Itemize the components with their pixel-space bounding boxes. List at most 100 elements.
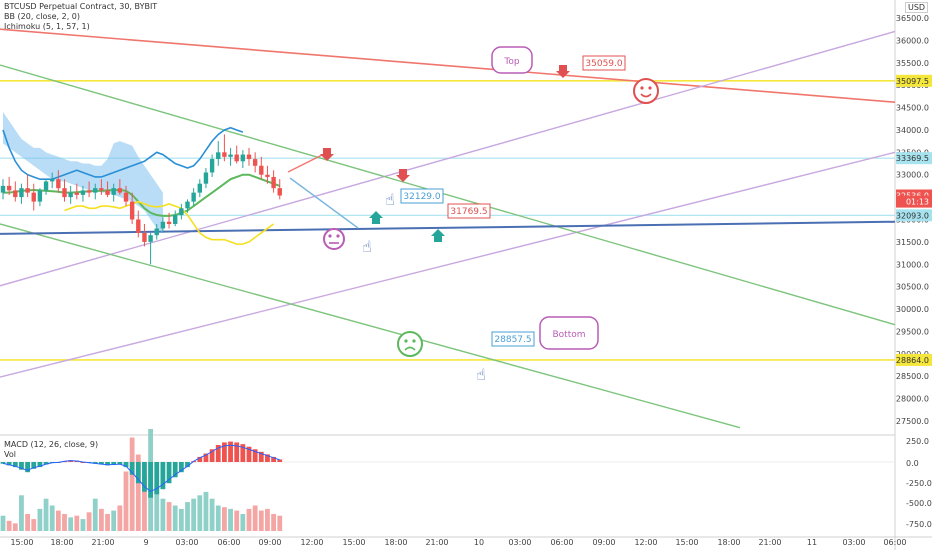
volume-bar <box>86 512 92 531</box>
candle-body <box>228 154 233 157</box>
macd-histogram-bar <box>12 462 18 468</box>
time-tick-label: 10 <box>474 538 484 547</box>
bb-basis-line <box>3 173 281 217</box>
candle-body <box>265 174 270 177</box>
macd-histogram-bar <box>105 462 110 466</box>
macd-histogram-bar <box>160 462 166 490</box>
volume-bar <box>228 508 233 531</box>
candle-body <box>271 176 276 189</box>
macd-histogram-bar <box>209 449 215 462</box>
price-tick-label: 33000.0 <box>896 171 929 180</box>
macd-histogram-bar <box>6 462 12 466</box>
macd-histogram-bar <box>203 453 209 462</box>
time-tick-label: 15:00 <box>10 538 33 547</box>
neutral-face-icon-eye <box>328 234 332 238</box>
macd-line <box>2 444 280 492</box>
price-tag-label: 33369.5 <box>896 154 929 163</box>
currency-label[interactable]: USD <box>905 2 929 13</box>
red-trendline <box>0 28 896 103</box>
price-tag-label: 32093.0 <box>896 211 929 220</box>
price-tick-label: 34000.0 <box>896 126 929 135</box>
legend-ichimoku: Ichimoku (5, 1, 57, 1) <box>4 22 90 31</box>
volume-bar <box>49 505 55 531</box>
macd-histogram-bar <box>215 445 221 462</box>
time-tick-label: 06:00 <box>883 538 906 547</box>
macd-histogram-bar <box>166 462 172 484</box>
price-label-35059-box <box>582 55 626 71</box>
pointer-hand-icon: ☝ <box>476 365 486 384</box>
macd-histogram-bar <box>197 456 203 462</box>
candle-body <box>222 152 227 157</box>
candle-body <box>56 179 61 189</box>
volume-bar <box>185 502 190 531</box>
price-tag-bg <box>896 353 932 366</box>
volume-bar <box>160 498 166 531</box>
volume-bar <box>0 515 6 531</box>
macd-histogram-bar <box>135 462 141 484</box>
candle-body <box>111 188 116 195</box>
macd-histogram-bar <box>148 462 153 498</box>
time-tick-label: 06:00 <box>550 538 573 547</box>
volume-bar <box>74 515 80 531</box>
macd-tick-label: -250.0 <box>906 479 932 488</box>
price-tick-label: 30000.0 <box>896 305 929 314</box>
ichimoku-lagging-line <box>64 200 275 245</box>
top-bubble-box <box>491 46 533 74</box>
price-label-35059-text: 35059.0 <box>585 59 622 69</box>
macd-histogram-bar <box>43 462 49 465</box>
macd-histogram-bar <box>154 462 160 495</box>
macd-histogram-bar <box>228 441 233 462</box>
macd-histogram-bar <box>142 462 147 492</box>
blue-trendline <box>0 220 896 235</box>
volume-bar <box>117 505 123 531</box>
time-tick-label: 09:00 <box>592 538 615 547</box>
time-tick-label: 09:00 <box>258 538 281 547</box>
price-tag-bg <box>896 209 932 222</box>
candle-body <box>216 152 221 160</box>
volume-bar <box>222 507 227 531</box>
candle-body <box>234 154 239 162</box>
price-tick-label: 35500.0 <box>896 59 929 68</box>
candle-body <box>25 188 30 193</box>
time-tick-label: 12:00 <box>300 538 323 547</box>
time-tick-label: 15:00 <box>342 538 365 547</box>
volume-bar <box>197 495 203 531</box>
pointer-hand-icon: ☝ <box>385 190 395 209</box>
candle-body <box>93 188 98 193</box>
volume-bar <box>6 520 12 531</box>
arrow-down-icon <box>556 65 570 78</box>
time-tick-label: 12:00 <box>634 538 657 547</box>
happy-face-icon-eye <box>648 86 652 90</box>
candle-body <box>148 235 153 242</box>
candle-body <box>203 172 209 184</box>
volume-bar <box>80 519 86 531</box>
macd-pane <box>0 429 895 531</box>
time-tick-label: 21:00 <box>91 538 114 547</box>
volume-bar <box>215 505 221 531</box>
green-channel-upper <box>0 64 896 326</box>
volume-bar <box>271 514 276 531</box>
time-tick-label: 03:00 <box>842 538 865 547</box>
candle-body <box>277 188 282 196</box>
candle-body <box>123 192 129 202</box>
candle-body <box>50 179 55 182</box>
candle-body <box>246 154 252 160</box>
volume-bar <box>92 498 98 531</box>
volume-bar <box>55 510 61 531</box>
macd-histogram-bar <box>92 462 98 464</box>
volume-bar <box>203 491 209 531</box>
volume-bar <box>277 515 283 531</box>
volume-bar <box>111 510 117 531</box>
candle-body <box>99 188 104 191</box>
time-tick-label: 18:00 <box>50 538 73 547</box>
volume-bar <box>142 475 147 531</box>
volume-bar <box>105 514 110 531</box>
happy-face-icon-mouth <box>640 93 652 98</box>
time-tick-label: 06:00 <box>217 538 240 547</box>
price-tag-bg <box>896 195 932 208</box>
happy-face-icon-eye <box>640 86 644 90</box>
price-label-32129-box <box>400 188 444 204</box>
candle-body <box>86 190 92 193</box>
